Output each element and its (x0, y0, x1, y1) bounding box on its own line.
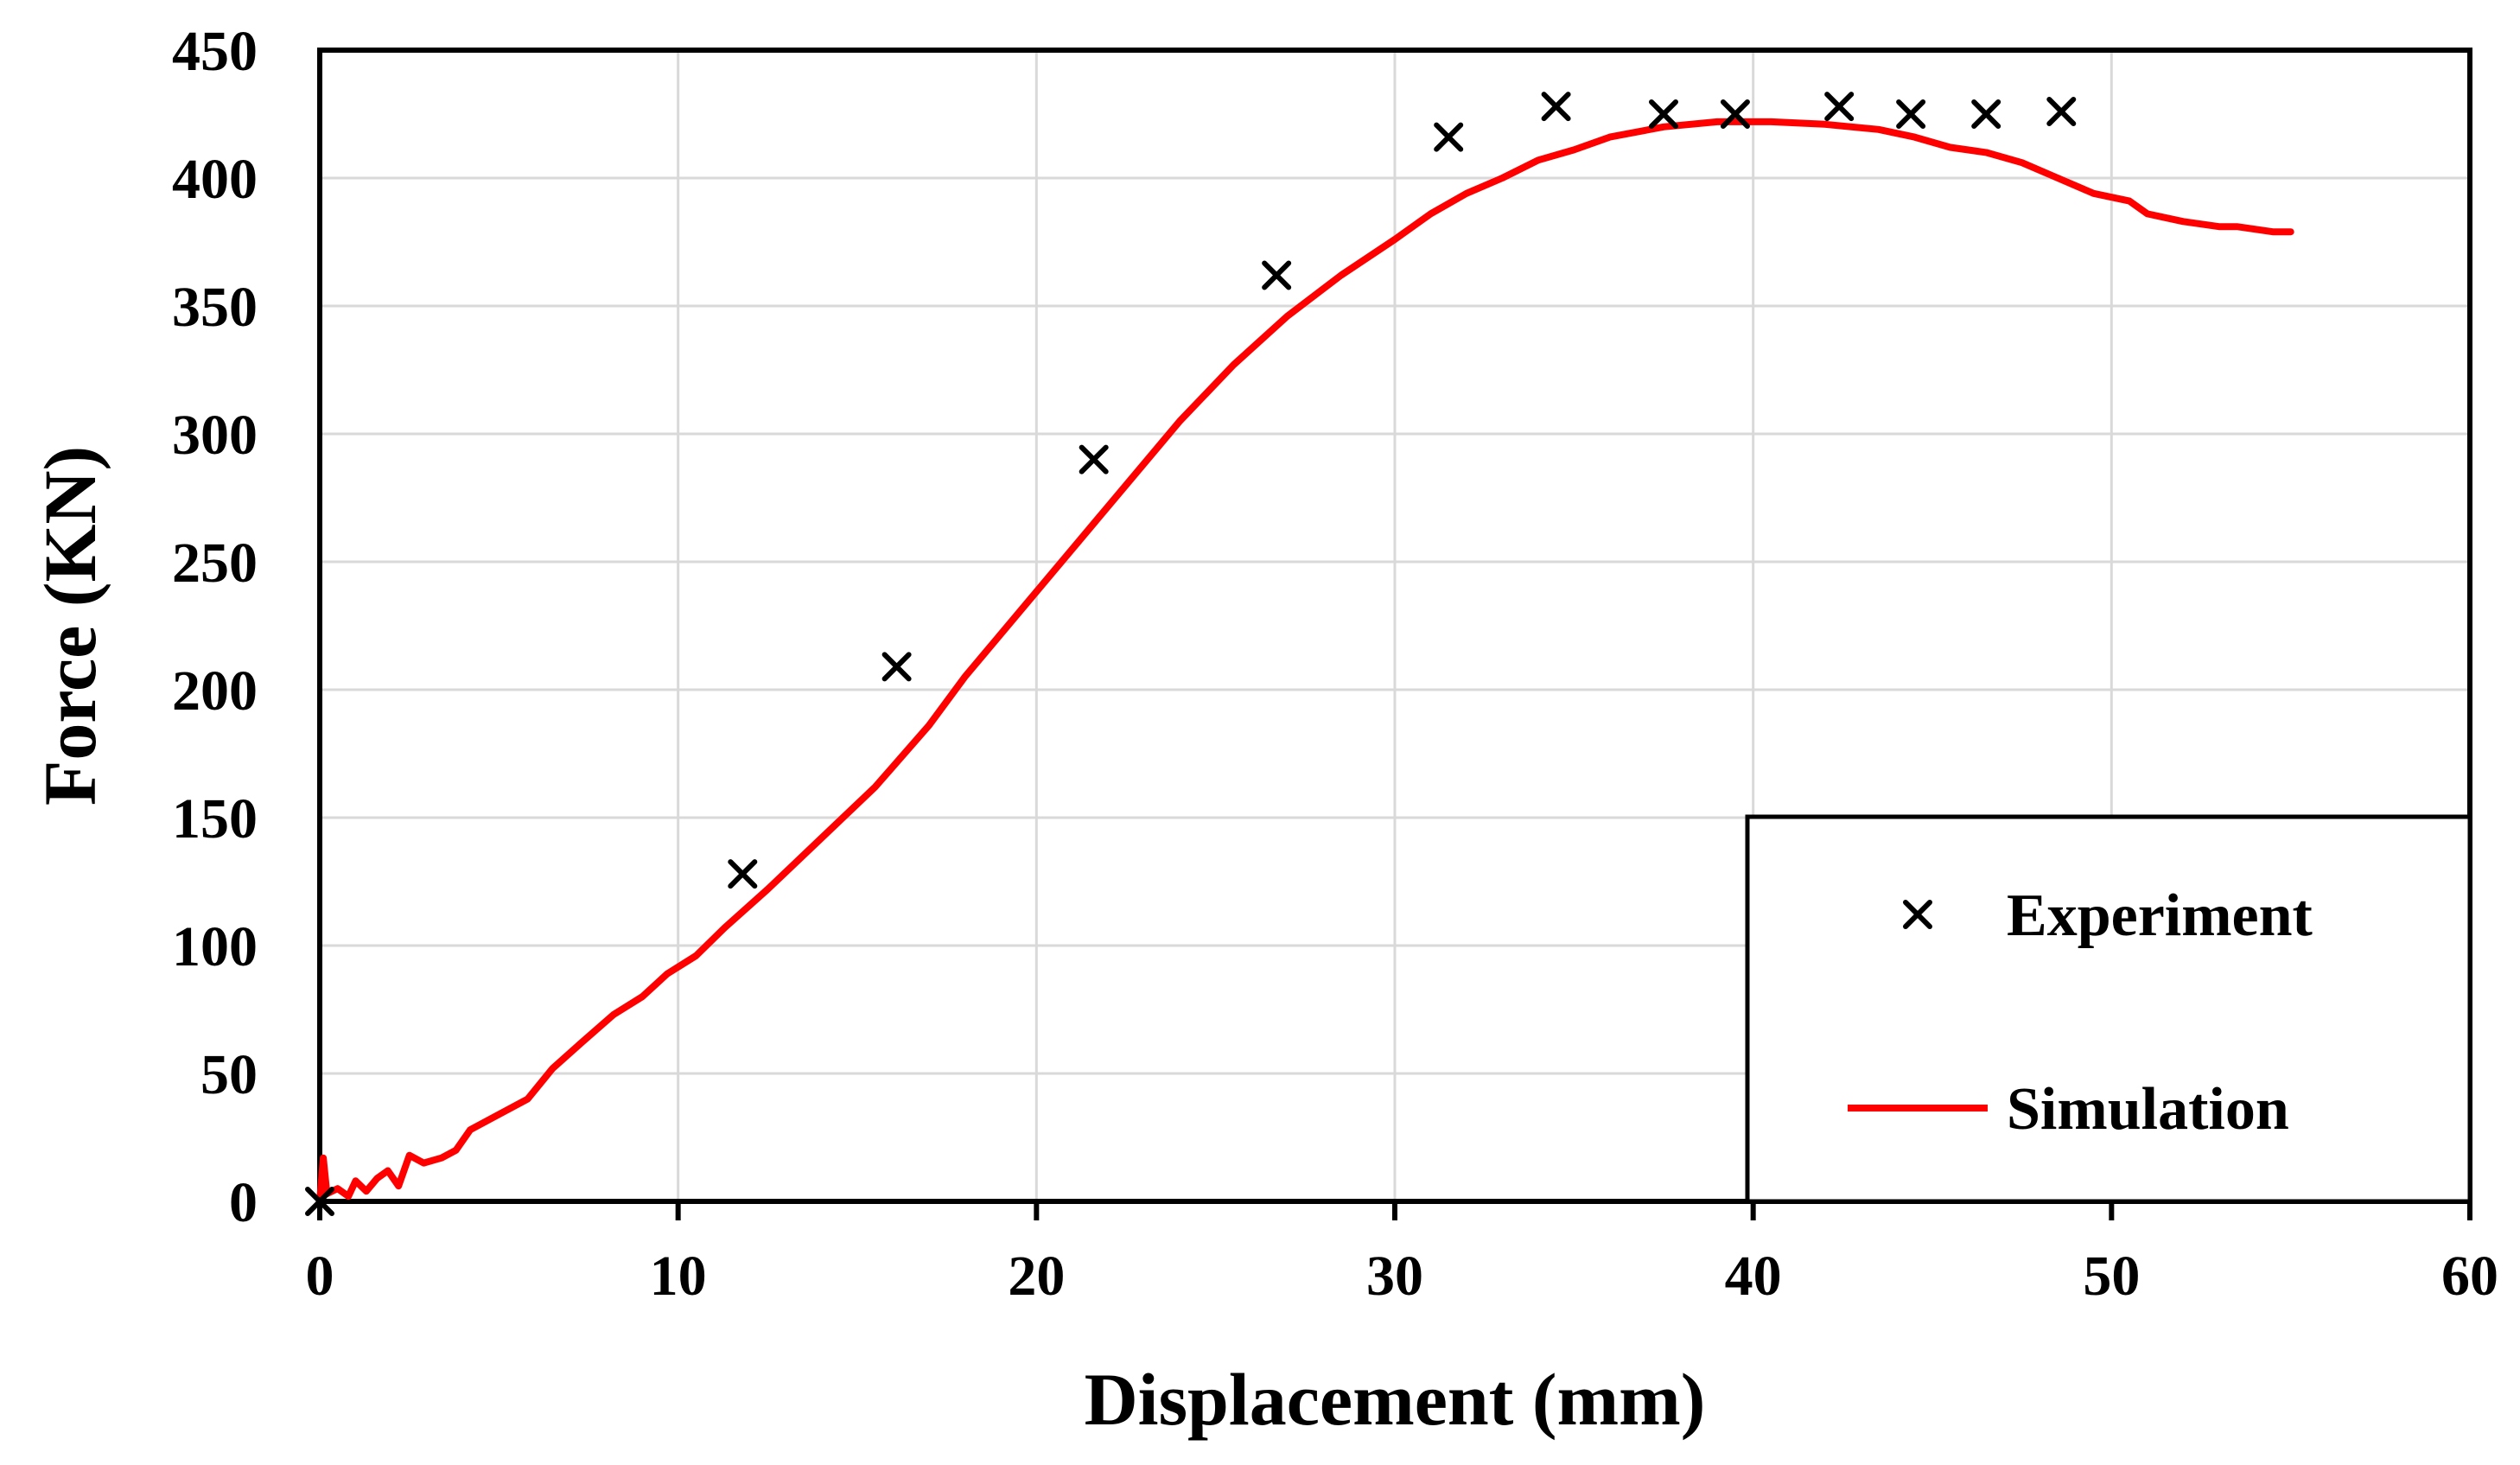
x-tick-label: 20 (1008, 1245, 1065, 1308)
experiment-point (1720, 99, 1750, 129)
experiment-point (1079, 444, 1109, 475)
x-tick-label: 30 (1366, 1245, 1423, 1308)
experiment-point (305, 1187, 334, 1216)
experiment-point (2046, 97, 2077, 127)
y-tick-label: 400 (172, 148, 258, 211)
gridlines (320, 50, 2470, 1201)
y-tick-label: 100 (172, 915, 258, 978)
experiment-point (1262, 260, 1292, 290)
experiment-point (1541, 92, 1571, 122)
y-tick-label: 250 (172, 532, 258, 595)
experiment-point (1896, 99, 1926, 129)
y-tick-label: 50 (200, 1043, 258, 1106)
x-axis-title: Displacement (mm) (1085, 1358, 1706, 1441)
simulation-line (316, 118, 2294, 1205)
legend: Experiment Simulation (1745, 814, 2472, 1204)
experiment-point (1824, 92, 1855, 122)
y-tick-label: 450 (172, 20, 258, 83)
x-tick-label: 60 (2441, 1245, 2498, 1308)
experiment-point (1971, 99, 2001, 129)
legend-experiment-label: Experiment (2007, 882, 2313, 949)
x-tick-label: 40 (1725, 1245, 1782, 1308)
axis-ticks: 0 10 20 30 40 50 60 0 50 100 150 200 250 300 350 400 450 (172, 20, 2498, 1308)
y-tick-label: 350 (172, 276, 258, 339)
legend-simulation-label: Simulation (2007, 1076, 2289, 1143)
y-tick-label: 0 (229, 1171, 258, 1234)
x-tick-label: 10 (650, 1245, 707, 1308)
experiment-point (881, 652, 912, 682)
x-tick-label: 0 (306, 1245, 334, 1308)
legend-box (1745, 814, 2472, 1204)
y-tick-label: 150 (172, 787, 258, 850)
experiment-point (728, 859, 758, 889)
x-tick-label: 50 (2083, 1245, 2140, 1308)
legend-experiment-marker (1903, 900, 1932, 929)
experiment-point (1434, 122, 1464, 152)
y-tick-label: 200 (172, 659, 258, 723)
y-tick-label: 300 (172, 404, 258, 467)
experiment-point (1649, 99, 1678, 129)
series-layer (305, 92, 2294, 1216)
legend-experiment-x (1903, 900, 1932, 929)
y-axis-title: Force (KN) (29, 446, 111, 806)
